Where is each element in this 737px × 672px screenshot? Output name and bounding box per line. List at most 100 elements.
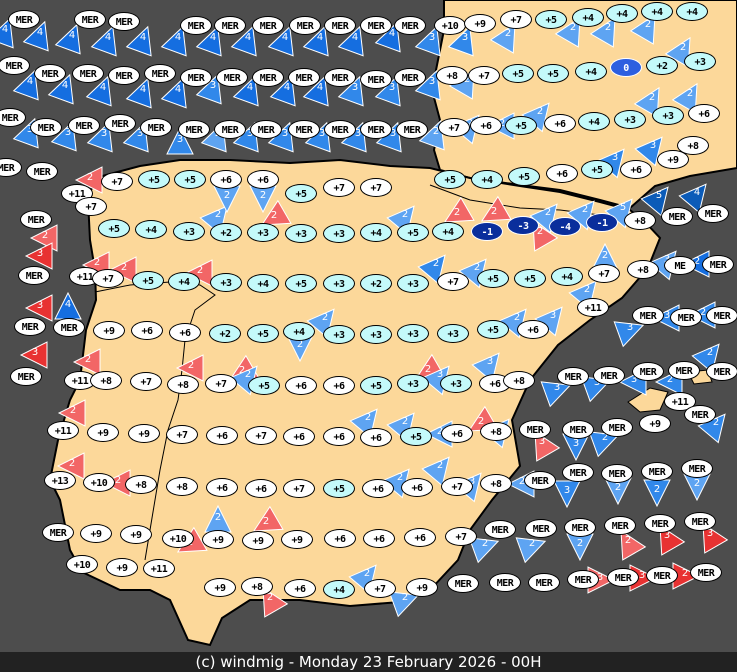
- temperature-marker: +3: [397, 374, 429, 393]
- temperature-marker: +9: [93, 321, 125, 340]
- sea-marker: MER: [108, 66, 140, 85]
- wind-speed: 2: [569, 22, 577, 33]
- wind-speed: 2: [363, 568, 371, 579]
- wind-arrow-b4: 4: [54, 23, 87, 55]
- wind-speed: 3: [593, 377, 601, 388]
- temperature-marker: +5: [285, 274, 317, 293]
- wind-arrow-r3: 3: [652, 523, 686, 556]
- wind-speed: 2: [223, 190, 231, 201]
- wind-triangle-icon: [553, 480, 581, 509]
- wind-triangle-icon: [85, 75, 112, 107]
- temperature-marker: +4: [247, 274, 279, 293]
- wind-speed: 4: [1, 24, 9, 35]
- wind-arrow-b4: 4: [90, 25, 123, 57]
- temperature-marker: +7: [92, 269, 124, 288]
- temperature-marker: +3: [397, 324, 429, 343]
- wind-arrow-b4: 4: [302, 75, 335, 107]
- temperature-marker: +8: [436, 66, 468, 85]
- sea-marker: MER: [360, 16, 392, 35]
- wind-speed: 2: [624, 535, 632, 546]
- wind-triangle-icon: [613, 321, 645, 348]
- temperature-marker: +11: [664, 392, 696, 411]
- wind-speed: 2: [604, 22, 612, 33]
- sea-marker: MER: [42, 523, 74, 542]
- sea-marker: MER: [180, 68, 212, 87]
- temperature-marker: +6: [206, 426, 238, 445]
- wind-triangle-icon: [22, 20, 49, 52]
- copyright-caption: (c) windmig - Monday 23 February 2026 - …: [0, 652, 737, 672]
- temperature-marker: +5: [397, 223, 429, 242]
- wind-arrow-b3: 3: [552, 478, 582, 509]
- wind-triangle-icon: [195, 25, 222, 57]
- temperature-marker: +3: [684, 52, 716, 71]
- wind-triangle-icon: [125, 25, 152, 57]
- wind-speed: 3: [626, 322, 634, 333]
- wind-speed: 3: [663, 530, 671, 541]
- temperature-marker: +11: [47, 421, 79, 440]
- wind-speed: 3: [486, 356, 494, 367]
- wind-triangle-icon: [260, 199, 292, 226]
- wind-speed: 2: [364, 412, 372, 423]
- sea-marker: MER: [108, 12, 140, 31]
- sea-marker: MER: [68, 116, 100, 135]
- wind-speed: 4: [244, 32, 252, 43]
- wind-triangle-icon: [489, 22, 516, 54]
- wind-triangle-icon: [659, 524, 686, 556]
- temperature-marker: +9: [281, 530, 313, 549]
- temperature-marker: +3: [614, 110, 646, 129]
- wind-triangle-icon: [532, 220, 559, 252]
- sea-marker: MER: [661, 207, 693, 226]
- temperature-marker: +6: [131, 321, 163, 340]
- temperature-marker: +6: [285, 376, 317, 395]
- wind-speed: 2: [424, 364, 432, 375]
- wind-triangle-icon: [664, 36, 691, 68]
- temperature-marker: -1: [586, 213, 618, 232]
- wind-arrow-b2: 2: [489, 21, 523, 54]
- sea-marker: MER: [702, 255, 734, 274]
- temperature-marker: +7: [323, 178, 355, 197]
- wind-speed: 4: [99, 82, 107, 93]
- temperature-marker: -4: [549, 217, 581, 236]
- sea-marker: MER: [641, 462, 673, 481]
- temperature-marker: +4: [432, 222, 464, 241]
- temperature-marker: +3: [360, 325, 392, 344]
- temperature-marker: 0: [610, 58, 642, 77]
- wind-arrow-b3: 3: [374, 75, 407, 107]
- wind-triangle-icon: [337, 75, 364, 107]
- wind-triangle-icon: [232, 75, 259, 107]
- temperature-marker: +6: [360, 428, 392, 447]
- temperature-marker: +4: [135, 220, 167, 239]
- temperature-marker: +8: [90, 371, 122, 390]
- wind-arrow-r2: 2: [56, 451, 87, 481]
- sea-marker: MER: [18, 266, 50, 285]
- temperature-marker: +10: [66, 555, 98, 574]
- wind-triangle-icon: [302, 25, 329, 57]
- wind-arrow-b4: 4: [85, 75, 118, 107]
- temperature-marker: +8: [166, 477, 198, 496]
- wind-speed: 3: [246, 128, 254, 139]
- wind-speed: 3: [572, 438, 580, 449]
- temperature-marker: +5: [247, 324, 279, 343]
- wind-speed: 2: [262, 516, 270, 527]
- wind-speed: 2: [601, 432, 609, 443]
- wind-speed: 2: [69, 405, 77, 416]
- sea-marker: MER: [178, 120, 210, 139]
- sea-marker: MER: [684, 405, 716, 424]
- sea-marker: MER: [668, 361, 700, 380]
- temperature-marker: +7: [588, 264, 620, 283]
- temperature-marker: +5: [132, 271, 164, 290]
- wind-speed: 3: [36, 300, 44, 311]
- wind-speed: 2: [601, 250, 609, 261]
- wind-speed: 2: [712, 417, 720, 428]
- wind-speed: 2: [120, 262, 128, 273]
- wind-speed: 4: [388, 28, 396, 39]
- wind-arrow-b5: 4: [678, 180, 712, 214]
- wind-triangle-icon: [195, 73, 222, 105]
- wind-speed: 3: [549, 310, 557, 321]
- sea-marker: MER: [697, 204, 729, 223]
- sea-marker: MER: [252, 16, 284, 35]
- sea-marker: MER: [324, 120, 356, 139]
- wind-arrow-b4: 4: [47, 73, 80, 105]
- temperature-marker: +11: [577, 298, 609, 317]
- sea-marker: MER: [144, 64, 176, 83]
